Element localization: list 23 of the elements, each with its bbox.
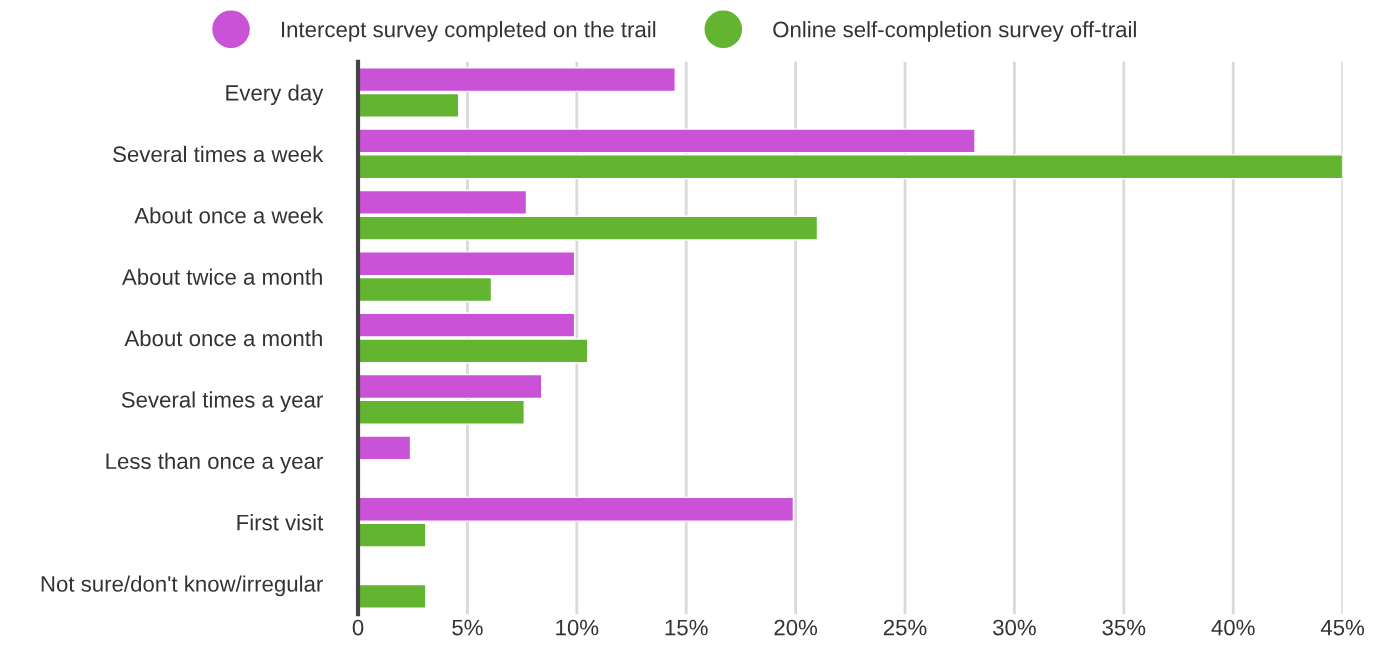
y-tick-label: About once a month (124, 329, 322, 347)
y-tick-label: Several times a week (113, 145, 324, 163)
bar (358, 583, 427, 610)
y-tick-label: Every day (226, 84, 324, 106)
y-tick-label: Not sure/don't know/irregular (41, 575, 323, 597)
y-tick-label: About twice a month (122, 268, 322, 285)
x-tick-label: 30% (993, 619, 1036, 636)
y-tick-label: Less than once a year (106, 452, 323, 474)
legend-label: Intercept survey completed on the trail (281, 21, 656, 42)
y-tick-label: Several times a year (121, 391, 323, 413)
x-tick-label: 15% (665, 619, 708, 636)
x-tick-label: 20% (774, 619, 818, 636)
y-tick-label: About once a week (134, 207, 324, 224)
x-tick-label: 25% (883, 619, 927, 636)
x-tick-label: 35% (1102, 619, 1146, 636)
bar (358, 435, 412, 461)
x-tick-label: 45% (1320, 619, 1365, 636)
x-tick-label: 10% (556, 619, 599, 636)
x-tick-label: 40% (1211, 619, 1255, 636)
x-tick-label: 5% (452, 619, 483, 636)
y-tick-label: First visit (237, 514, 324, 531)
x-tick-label: 0 (352, 619, 364, 636)
legend-label: Online self-completion survey off-trail (773, 21, 1136, 42)
